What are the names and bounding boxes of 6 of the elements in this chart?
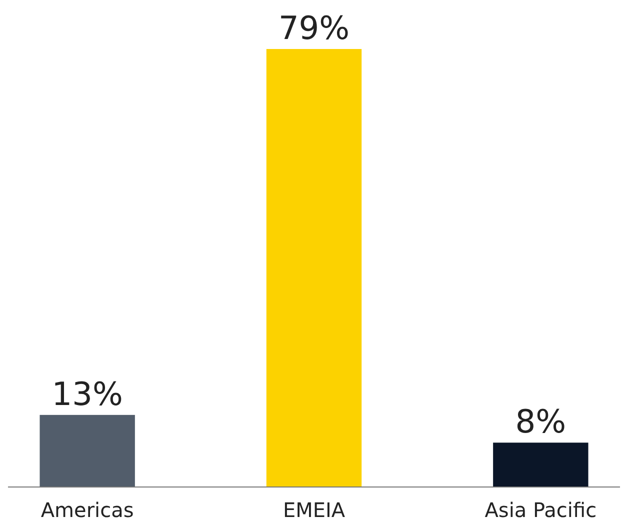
x-tick-label: EMEIA bbox=[282, 498, 346, 522]
data-label: 8% bbox=[515, 402, 566, 441]
data-label: 79% bbox=[278, 9, 350, 47]
x-tick-label: Americas bbox=[40, 498, 134, 522]
x-tick-label: Asia Pacific bbox=[484, 498, 597, 522]
data-label: 13% bbox=[52, 374, 123, 413]
